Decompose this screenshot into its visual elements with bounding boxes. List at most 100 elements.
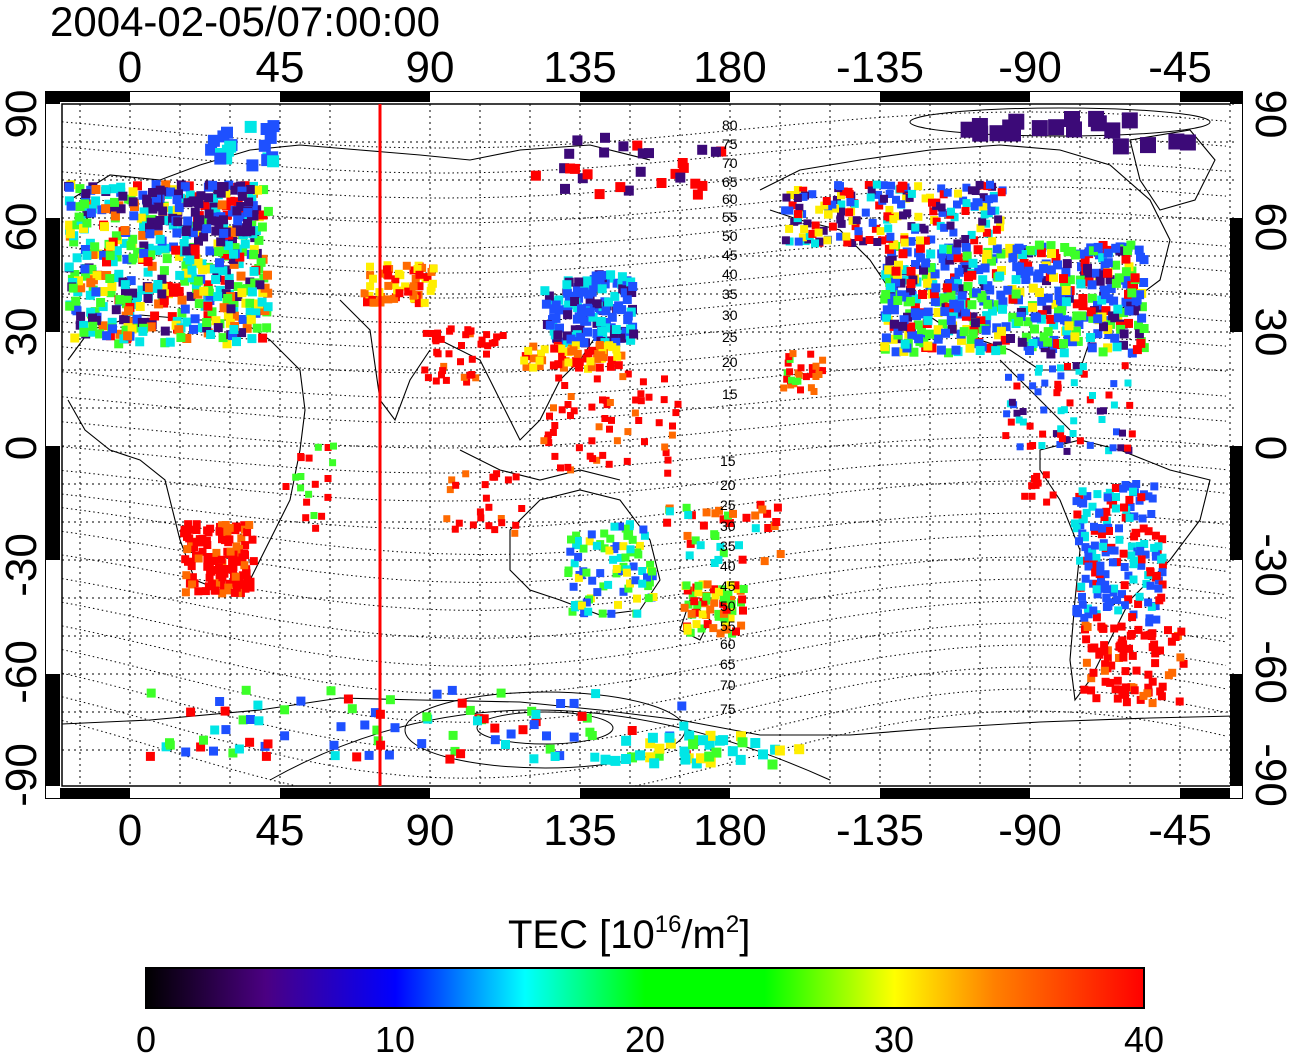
tec-cell (788, 376, 795, 384)
tec-cell (649, 593, 658, 601)
tec-cell (1157, 555, 1166, 564)
tec-cell (242, 284, 252, 294)
tec-cell (415, 282, 424, 291)
tec-cell (175, 270, 185, 280)
tec-cell (638, 567, 647, 575)
tec-cell (1110, 624, 1119, 633)
tec-cell (815, 237, 824, 246)
tec-cell (143, 267, 153, 277)
tec-cell (511, 529, 519, 537)
tec-cell (575, 358, 584, 367)
left-lat-label: -90 (0, 743, 46, 807)
tec-cell (643, 573, 651, 582)
tec-cell (871, 224, 880, 233)
tec-cell (998, 304, 1007, 314)
tec-cell (1110, 380, 1118, 388)
tec-cell (756, 500, 765, 509)
tec-cell (189, 324, 198, 334)
tec-cell (920, 225, 929, 234)
tec-cell (1080, 685, 1089, 694)
tec-cell (1098, 416, 1106, 423)
tec-cell (207, 134, 220, 147)
tec-cell (739, 585, 748, 593)
tec-cell (892, 290, 902, 300)
tec-cell (837, 200, 846, 209)
tec-cell (570, 601, 579, 609)
tec-cell (1111, 243, 1121, 253)
tec-cell (981, 325, 991, 335)
tec-cell (1100, 666, 1109, 675)
tec-cell (774, 745, 785, 756)
tec-cell (978, 217, 987, 226)
contour-label: 55 (720, 618, 736, 634)
tec-cell (74, 276, 83, 286)
tec-cell (245, 298, 255, 308)
tec-cell (773, 503, 782, 512)
tec-cell (913, 320, 923, 330)
tec-cell (660, 396, 668, 404)
frame-bar-left (46, 92, 60, 104)
tec-cell (1112, 138, 1129, 155)
tec-cell (1046, 265, 1056, 275)
tec-cell (609, 555, 618, 564)
tec-cell (567, 535, 575, 544)
tec-cell (1030, 324, 1039, 334)
tec-cell (900, 238, 909, 247)
tec-cell (675, 172, 686, 183)
tec-cell (114, 339, 124, 349)
tec-cell (241, 685, 251, 695)
tec-cell (696, 753, 706, 764)
tec-cell (564, 300, 574, 310)
tec-cell (607, 356, 616, 365)
tec-cell (212, 579, 221, 588)
tec-cell (174, 189, 183, 199)
frame-bar-bottom (1030, 788, 1180, 798)
tec-cell (609, 330, 619, 340)
tec-cell (570, 407, 578, 415)
tec-cell (1100, 513, 1109, 521)
tec-cell (257, 297, 267, 307)
tec-cell (572, 531, 581, 540)
tec-cell (433, 348, 441, 356)
tec-cell (1084, 545, 1093, 554)
tec-cell (629, 329, 639, 339)
tec-cell (1121, 267, 1131, 277)
tec-cell (599, 147, 610, 158)
tec-cell (445, 350, 453, 358)
tec-cell (564, 566, 573, 575)
tec-cell (1037, 310, 1047, 320)
tec-cell (719, 599, 728, 608)
tec-cell (310, 512, 318, 519)
tec-cell (942, 283, 952, 293)
contour-label: 40 (722, 266, 738, 282)
frame-bar-top (280, 92, 430, 102)
tec-cell (249, 557, 258, 566)
coast-india (339, 299, 431, 422)
tec-cell (837, 219, 846, 228)
tec-cell (1033, 472, 1041, 480)
tec-cell (529, 363, 538, 372)
tec-cell (87, 327, 96, 337)
tec-cell (599, 582, 608, 591)
tec-cell (1113, 694, 1122, 703)
tec-cell (1042, 471, 1050, 479)
tec-cell (238, 315, 248, 324)
frame-bar-left (46, 332, 60, 446)
tec-cell (789, 350, 797, 358)
tec-cell (550, 752, 560, 761)
tec-cell (654, 743, 665, 754)
tec-cell (819, 367, 826, 375)
contour-line (62, 458, 1227, 502)
tec-cell (1151, 649, 1160, 658)
tec-cell (186, 707, 196, 717)
tec-cell (155, 234, 165, 244)
tec-cell (868, 218, 877, 227)
tec-cell (788, 201, 797, 210)
tec-cell (595, 423, 603, 431)
tec-cell (1007, 418, 1015, 426)
tec-cell (627, 752, 637, 763)
tec-cell (786, 368, 794, 376)
tec-cell (174, 251, 184, 261)
tec-cell (1118, 686, 1127, 695)
tec-cell (820, 201, 829, 210)
